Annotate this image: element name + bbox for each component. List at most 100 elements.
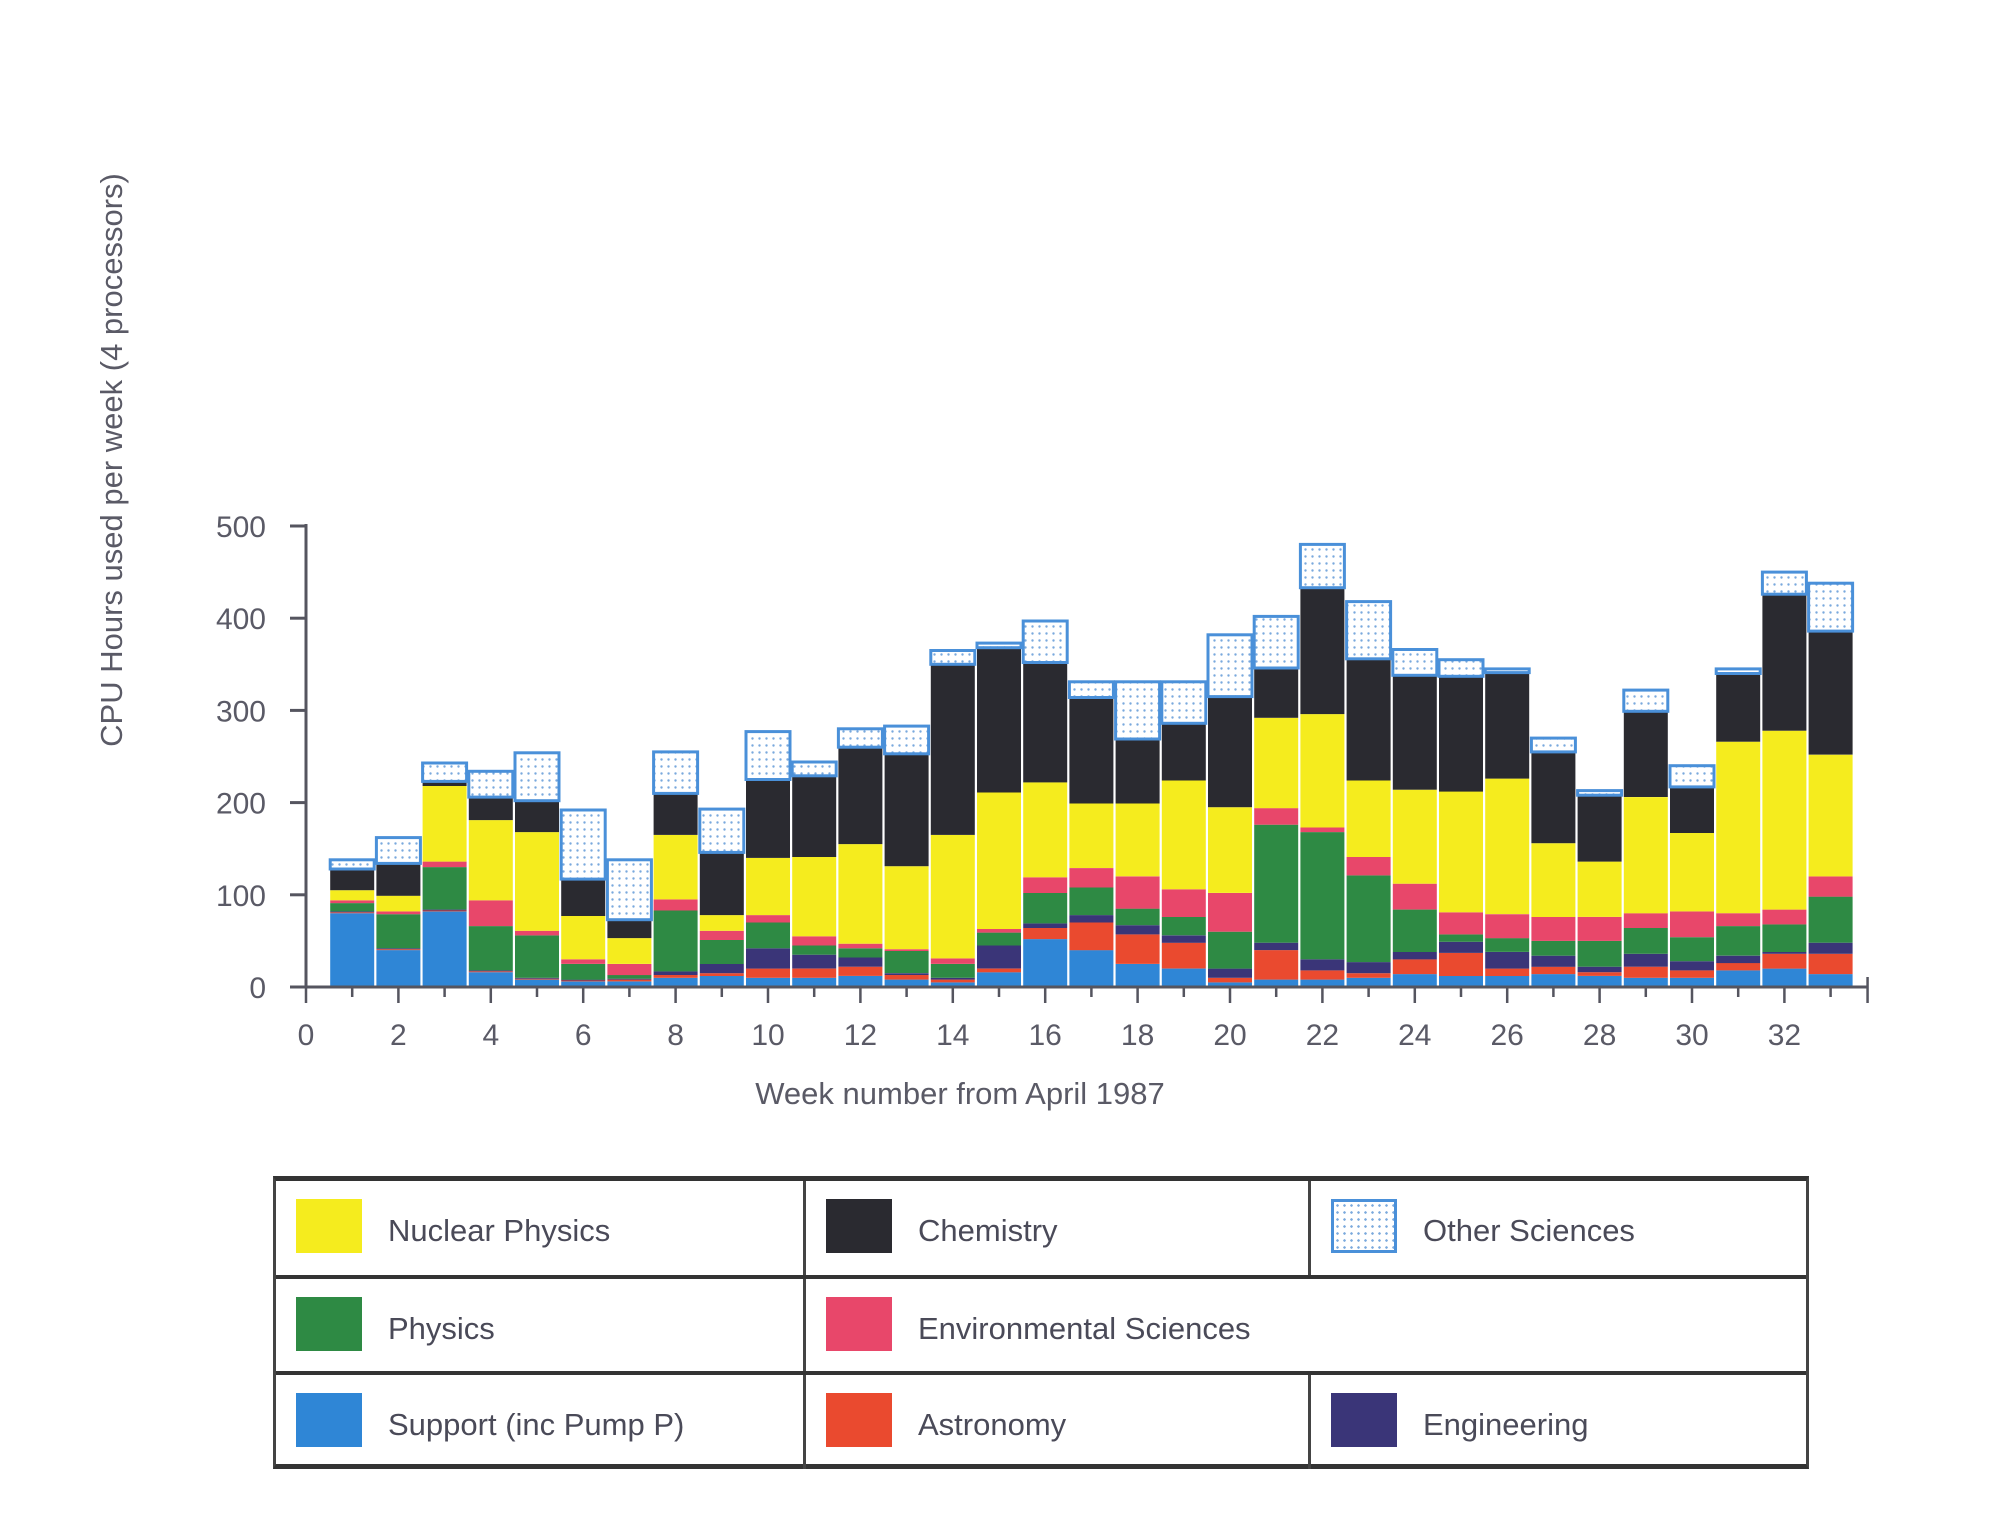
bar-segment-engineering-week-16 [1023,923,1068,928]
legend-item-astronomy: Astronomy [806,1375,1311,1469]
legend-swatch-support [296,1393,362,1447]
bar-segment-support-week-4 [468,972,513,987]
bar-segment-nuclear-week-28 [1577,861,1622,917]
bar-segment-astronomy-week-3 [422,910,467,912]
x-tick-label: 22 [1306,1019,1339,1052]
bar-segment-astronomy-week-33 [1808,953,1853,975]
bar-segment-engineering-week-20 [1208,968,1252,978]
x-tick-label: 4 [482,1019,499,1052]
bar-segment-chemistry-week-3 [422,781,467,786]
bar-segment-other-week-11 [790,760,838,778]
bar-segment-support-week-7 [607,981,652,987]
legend-label-engineering: Engineering [1423,1407,1589,1442]
bar-segment-support-week-33 [1808,974,1853,987]
bar-segment-nuclear-week-17 [1069,803,1114,868]
bar-segment-astronomy-week-29 [1623,966,1668,978]
bar-segment-physics-week-1 [330,903,375,912]
bar-segment-nuclear-week-16 [1023,782,1068,878]
bar-segment-nuclear-week-23 [1346,780,1391,857]
bar-segment-nuclear-week-24 [1392,789,1437,884]
bar-segment-chemistry-week-33 [1808,631,1853,755]
bar-segment-nuclear-week-25 [1439,791,1483,913]
bar-segment-chemistry-week-27 [1531,751,1576,844]
bar-segment-physics-week-24 [1392,909,1437,952]
legend-row: Nuclear Physics Chemistry Other Sciences [276,1181,1806,1279]
bar-segment-support-week-17 [1069,950,1114,987]
bar-segment-environmental-week-23 [1346,857,1391,876]
bar-segment-astronomy-week-25 [1439,952,1483,976]
bar-segment-environmental-week-31 [1716,913,1761,927]
x-tick-label: 26 [1491,1019,1524,1052]
bar-segment-physics-week-26 [1485,938,1530,952]
bar-segment-environmental-week-6 [561,959,606,964]
bar-segment-environmental-week-22 [1300,827,1345,833]
bar-segment-astronomy-week-9 [699,973,744,976]
x-tick-label: 28 [1583,1019,1616,1052]
bar-segment-chemistry-week-6 [561,879,606,916]
bar-segment-support-week-10 [746,977,790,987]
bar-segment-other-week-1 [328,858,376,871]
bar-segment-chemistry-week-25 [1439,676,1483,792]
bar-segment-support-week-5 [515,979,559,987]
bar-segment-other-week-22 [1298,542,1346,590]
x-axis-label: Week number from April 1987 [755,1076,1165,1111]
bar-segment-other-week-33 [1807,581,1855,633]
bar-segment-astronomy-week-19 [1161,942,1206,969]
bar-segment-astronomy-week-17 [1069,922,1114,951]
bar-segment-nuclear-week-26 [1485,778,1530,915]
bar-segment-engineering-week-27 [1531,955,1576,967]
bar-segment-nuclear-week-10 [746,857,790,916]
legend-label-nuclear: Nuclear Physics [388,1213,611,1248]
bar-segment-nuclear-week-5 [515,832,559,931]
legend-row: Support (inc Pump P) Astronomy Engineering [276,1375,1806,1469]
x-tick-label: 16 [1029,1019,1062,1052]
bar-segment-environmental-week-19 [1161,889,1206,917]
bar-segment-chemistry-week-31 [1716,673,1761,742]
legend-item-chemistry: Chemistry [806,1181,1311,1275]
bar-segment-other-week-25 [1437,658,1485,678]
bar-segment-nuclear-week-11 [792,857,837,937]
bar-segment-engineering-week-11 [792,954,837,969]
bar-segment-physics-week-12 [838,948,883,958]
bar-segment-other-week-12 [836,727,884,749]
bar-segment-environmental-week-20 [1208,893,1252,932]
bar-segment-engineering-week-5 [515,977,559,979]
bar-segment-chemistry-week-2 [376,863,421,896]
bar-segment-astronomy-week-30 [1670,970,1714,978]
x-tick-label: 0 [298,1019,315,1052]
bar-segment-other-week-3 [421,761,469,783]
bar-segment-other-week-2 [374,836,422,865]
bar-segment-engineering-week-8 [653,971,698,975]
bar-segment-physics-week-14 [930,964,975,978]
bar-segment-nuclear-week-4 [468,820,513,901]
bar-segment-physics-week-29 [1623,928,1668,954]
legend-swatch-other [1331,1199,1397,1253]
y-tick-label: 400 [216,603,266,636]
legend-item-support: Support (inc Pump P) [276,1375,806,1469]
bar-segment-engineering-week-2 [376,948,421,950]
bar-segment-physics-week-27 [1531,940,1576,956]
bar-segment-chemistry-week-13 [884,753,929,867]
bar-segment-engineering-week-21 [1254,942,1299,951]
bar-segment-support-week-16 [1023,939,1068,987]
bar-segment-environmental-week-11 [792,936,837,946]
bar-segment-chemistry-week-5 [515,800,559,833]
bar-segment-support-week-6 [561,981,606,987]
legend-swatch-astronomy [826,1393,892,1447]
bar-segment-chemistry-week-29 [1623,711,1668,797]
bar-segment-other-week-14 [929,649,977,666]
bar-segment-support-week-9 [699,975,744,987]
bar-segment-engineering-week-22 [1300,959,1345,971]
bar-segment-astronomy-week-11 [792,968,837,978]
bar-segment-support-week-24 [1392,974,1437,987]
legend-label-chemistry: Chemistry [918,1213,1058,1248]
bar-segment-nuclear-week-13 [884,866,929,950]
bar-segment-other-week-15 [975,641,1023,650]
bar-segment-astronomy-week-23 [1346,973,1391,978]
bar-segment-other-week-18 [1114,680,1162,741]
bar-segment-engineering-week-13 [884,973,929,975]
bar-segment-chemistry-week-11 [792,775,837,857]
bar-segment-other-week-21 [1252,614,1300,670]
bar-segment-astronomy-week-22 [1300,970,1345,980]
bar-segment-environmental-week-27 [1531,916,1576,941]
